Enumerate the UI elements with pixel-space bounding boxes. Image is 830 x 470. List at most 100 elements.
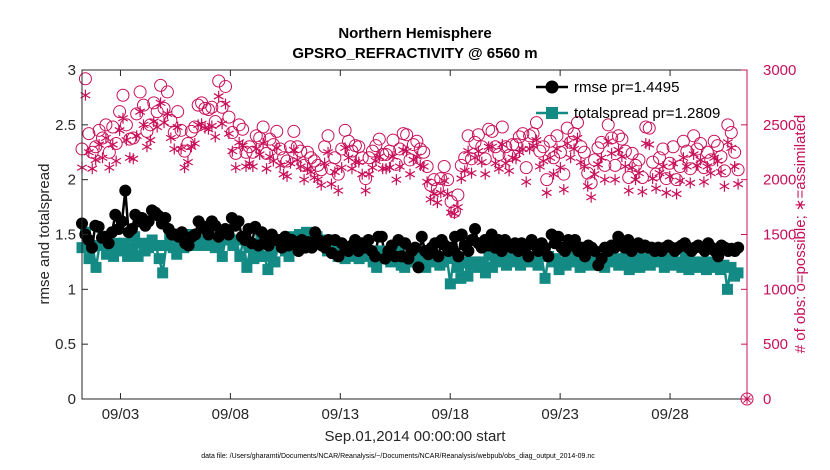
totalspread-point [125, 242, 137, 254]
possible-obs-point [683, 162, 697, 176]
y2-tick-label: 0 [763, 391, 771, 408]
possible-obs-point [478, 152, 492, 166]
totalspread-point [234, 250, 246, 262]
rmse-point [362, 233, 375, 246]
assimilated-obs-point [288, 144, 299, 156]
legend-rmse-label: rmse pr=1.4495 [574, 79, 679, 96]
totalspread-point [486, 261, 498, 273]
possible-obs-point [140, 124, 154, 138]
possible-obs-point [229, 146, 243, 160]
assimilated-obs-point [316, 179, 327, 191]
possible-obs-point [99, 118, 113, 132]
assimilated-obs-point [674, 175, 686, 187]
totalspread-point [536, 250, 548, 262]
totalspread-point [150, 239, 162, 251]
possible-obs-point [523, 129, 537, 143]
assimilated-obs-point [572, 132, 583, 144]
possible-obs-point [451, 188, 465, 202]
totalspread-point [553, 264, 565, 276]
y2-tick-label: 1000 [763, 281, 796, 298]
possible-obs-point [372, 132, 386, 146]
totalspread-point [206, 234, 218, 246]
possible-obs-point [529, 116, 543, 130]
rmse-point [712, 250, 725, 263]
totalspread-point [94, 239, 106, 251]
possible-obs-point [512, 130, 526, 144]
totalspread-point [718, 259, 730, 271]
assimilated-obs-point [627, 162, 638, 174]
y-tick-label: 1 [68, 281, 76, 298]
assimilated-obs-point [531, 134, 542, 146]
assimilated-obs-point [493, 163, 504, 175]
assimilated-obs-point [463, 145, 474, 157]
x-axis-label: Sep.01,2014 00:00:00 start [325, 428, 507, 445]
possible-obs-point [331, 167, 345, 181]
totalspread-point [399, 261, 411, 273]
assimilated-obs-point [94, 139, 105, 151]
rmse-point [445, 241, 458, 254]
totalspread-point [644, 259, 656, 271]
assimilated-obs-point [459, 165, 470, 177]
assimilated-obs-point [599, 174, 610, 186]
totalspread-point [676, 261, 688, 273]
assimilated-obs-point [596, 152, 607, 164]
totalspread-point [283, 250, 295, 262]
possible-obs-point [246, 145, 260, 159]
rmse-point [85, 241, 98, 254]
assimilated-obs-point [712, 155, 723, 167]
possible-obs-point [721, 118, 735, 132]
assimilated-obs-point [671, 188, 682, 200]
assimilated-obs-point [172, 121, 183, 133]
totalspread-point [500, 259, 512, 271]
assimilated-obs-point [733, 178, 744, 190]
possible-obs-point [577, 145, 591, 159]
rmse-point [469, 223, 482, 236]
x-tick-label: 09/28 [651, 406, 689, 423]
rmse-point [202, 228, 215, 241]
legend: rmse pr=1.4495 totalspread pr=1.2809 [536, 79, 720, 122]
assimilated-obs-point [678, 152, 689, 164]
totalspread-point [609, 253, 621, 265]
possible-obs-point [646, 155, 660, 169]
legend-spread-marker [546, 107, 558, 119]
totalspread-point [265, 245, 277, 257]
possible-obs-point [113, 105, 127, 119]
possible-obs-point [499, 140, 513, 154]
assimilated-obs-point [582, 180, 593, 192]
rmse-point [522, 250, 535, 263]
assimilated-obs-point [435, 187, 446, 199]
obs-layer [75, 72, 754, 406]
assimilated-obs-point [340, 142, 351, 154]
y-tick-label: 1.5 [55, 227, 76, 244]
totalspread-point [213, 239, 225, 251]
assimilated-obs-point [688, 148, 699, 160]
x-tick-label: 09/23 [541, 406, 579, 423]
assimilated-obs-point [83, 146, 94, 158]
totalspread-point [444, 278, 456, 290]
possible-obs-point [663, 156, 677, 170]
possible-obs-point [406, 138, 420, 152]
assimilated-obs-point [466, 167, 477, 179]
assimilated-obs-point [360, 185, 371, 197]
assimilated-obs-point [439, 175, 450, 187]
possible-obs-point [584, 176, 598, 190]
assimilated-obs-point [551, 143, 563, 155]
assimilated-obs-point [719, 180, 730, 192]
possible-obs-point [379, 147, 393, 161]
totalspread-point [108, 250, 120, 262]
assimilated-obs-point [633, 167, 645, 179]
assimilated-obs-point [271, 142, 282, 154]
assimilated-obs-point [442, 188, 453, 200]
assimilated-obs-point [165, 132, 176, 144]
possible-obs-point [482, 122, 496, 136]
chart-title: Northern Hemisphere [338, 25, 491, 42]
possible-obs-point [687, 129, 701, 143]
possible-obs-point [133, 85, 147, 99]
assimilated-obs-point [237, 140, 248, 152]
y2-axis-label: # of obs: o=possible; ∗=assimilated [792, 115, 809, 354]
rmse-point [92, 220, 105, 233]
totalspread-point [725, 261, 737, 273]
possible-obs-point [724, 126, 738, 140]
rmse-point [115, 215, 128, 228]
assimilated-obs-point [647, 173, 658, 185]
